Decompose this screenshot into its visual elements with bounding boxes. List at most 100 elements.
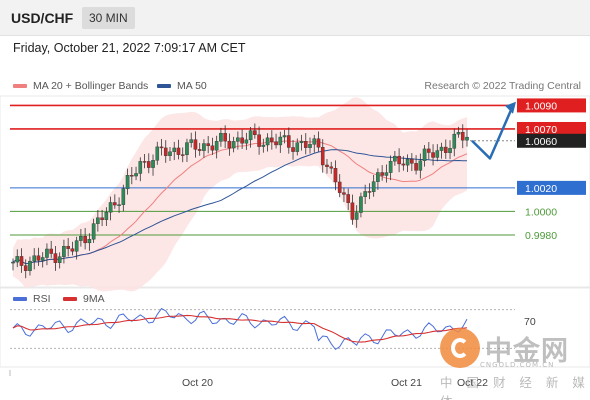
candle-body: [32, 255, 37, 262]
candle-body: [79, 236, 83, 241]
candle-body: [163, 147, 168, 156]
candle-body: [418, 160, 423, 171]
candle-body: [295, 142, 300, 152]
level-label: 1.0070: [525, 124, 557, 136]
candle-body: [401, 163, 406, 166]
candle-body: [427, 148, 431, 153]
candle-body: [303, 141, 308, 148]
candle-body: [45, 248, 49, 258]
watermark-title: 中金网: [485, 336, 569, 367]
candle-body: [456, 132, 461, 135]
arrow-head-icon: [505, 101, 516, 114]
candle-body: [219, 133, 223, 142]
candle-body: [66, 246, 70, 249]
candle-body: [286, 135, 291, 148]
level-label: 0.9980: [525, 230, 557, 242]
candle-body: [244, 139, 249, 144]
candle-body: [431, 152, 435, 158]
ma50-line: [12, 149, 468, 265]
bollinger-band-fill: [13, 97, 467, 292]
candle-body: [320, 147, 325, 166]
candle-body: [210, 145, 215, 151]
timeframe-button[interactable]: 30 MIN: [82, 7, 135, 29]
level-tag: [517, 121, 586, 136]
legend-ma20-label: MA 20 + Bollinger Bands: [33, 80, 149, 92]
candle-body: [354, 212, 359, 220]
candle-body: [100, 217, 104, 220]
candle-body: [359, 196, 363, 213]
candle-body: [189, 139, 194, 143]
candle-body: [11, 261, 15, 264]
research-credit: Research © 2022 Trading Central: [424, 80, 581, 92]
candle-body: [53, 253, 58, 263]
legend-ma50-label: MA 50: [177, 80, 207, 92]
candle-body: [185, 142, 189, 155]
candle-body: [206, 143, 210, 146]
rsi-line: [12, 307, 468, 351]
rsi-panel: 70: [10, 307, 536, 351]
candle-body: [435, 150, 440, 158]
candle-body: [70, 248, 75, 252]
candle-body: [465, 136, 469, 141]
candle-body: [231, 141, 236, 149]
candle-body: [240, 137, 244, 144]
level-label: 1.0020: [525, 183, 557, 195]
candle-body: [282, 135, 287, 138]
candle-body: [223, 133, 227, 142]
candle-body: [308, 144, 312, 148]
candle-body: [448, 148, 452, 153]
candle-body: [460, 132, 465, 141]
watermark-url: CNGOLD.COM.CN: [480, 361, 555, 369]
candle-body: [168, 151, 172, 156]
rsi-swatch-icon: [13, 297, 27, 301]
candle-body: [193, 139, 198, 150]
cngold-watermark: 中金网 CNGOLD.COM.CN 中 国 财 经 新 媒 体: [440, 328, 590, 400]
candle-body: [227, 140, 232, 149]
candle-body: [121, 188, 126, 205]
candle-body: [333, 168, 338, 183]
symbol-title: USD/CHF: [11, 10, 74, 26]
candle-body: [159, 146, 164, 149]
candle-body: [62, 246, 66, 257]
x-tick-label: Oct 20: [182, 377, 213, 389]
candle-body: [49, 248, 53, 254]
cngold-logo-icon: [440, 328, 480, 368]
legend-9ma-label: 9MA: [83, 293, 105, 305]
legend-ma20: MA 20 + Bollinger Bands: [13, 80, 148, 92]
level-label: 1.0090: [525, 100, 557, 112]
chart-header: USD/CHF 30 MIN: [0, 0, 590, 36]
candle-body: [270, 137, 274, 142]
candle-body: [146, 161, 151, 168]
x-tick-label: Oct 21: [391, 377, 422, 389]
ma20-swatch-icon: [13, 84, 27, 88]
candle-body: [113, 202, 117, 206]
price-pane-border: [0, 95, 590, 289]
candle-body: [83, 236, 87, 244]
candle-body: [155, 146, 160, 161]
candle-body: [410, 158, 414, 164]
candle-body: [312, 138, 317, 145]
candle-body: [214, 141, 219, 151]
candle-body: [261, 144, 266, 147]
candle-body: [19, 256, 24, 266]
candle-body: [337, 181, 342, 193]
moving-averages: [12, 140, 468, 265]
candle-body: [291, 147, 295, 152]
level-label: 1.0060: [525, 136, 557, 148]
candle-body: [74, 240, 79, 252]
candle-body: [117, 204, 121, 206]
ma50-swatch-icon: [157, 84, 171, 88]
candle-body: [28, 260, 32, 271]
candle-body: [151, 160, 155, 168]
candle-body: [23, 265, 28, 271]
candle-body: [104, 212, 109, 220]
candle-body: [367, 191, 372, 193]
candle-body: [380, 172, 384, 176]
candle-body: [108, 202, 113, 213]
candle-body: [125, 175, 130, 189]
candle-body: [176, 147, 181, 155]
candle-body: [350, 202, 355, 220]
watermark-tagline: 中 国 财 经 新 媒 体: [440, 375, 590, 400]
